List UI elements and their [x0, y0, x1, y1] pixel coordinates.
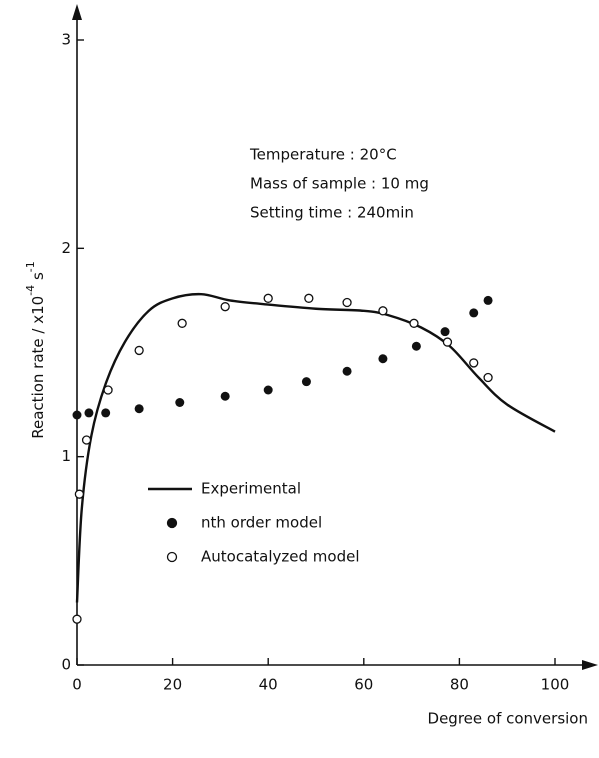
annotation: Setting time : 240min: [250, 204, 414, 222]
annotation: Mass of sample : 10 mg: [250, 175, 429, 193]
y-label-exp: -4: [24, 285, 37, 296]
point: [84, 408, 94, 418]
point: [175, 398, 185, 407]
point: [483, 372, 493, 383]
point: [301, 377, 311, 387]
x-tick-label: 80: [450, 676, 469, 694]
point: [177, 318, 187, 328]
legend-label: Autocatalyzed model: [201, 548, 359, 566]
point: [378, 306, 388, 316]
point: [74, 489, 85, 499]
x-axis-label: Degree of conversion: [428, 710, 588, 728]
point: [220, 302, 230, 312]
point: [409, 318, 419, 328]
point: [411, 341, 421, 351]
experimental-curve: [75, 292, 556, 603]
point: [342, 297, 352, 308]
point: [469, 358, 479, 368]
y-axis-label: Reaction rate / x10-4 s-1: [24, 261, 47, 438]
x-tick-label: 40: [259, 676, 278, 694]
y-tick-label: 0: [61, 656, 71, 674]
y-tick-label: 2: [61, 239, 71, 257]
y-tick-label: 3: [61, 31, 71, 49]
point: [101, 408, 111, 418]
x-tick-label: 0: [72, 676, 82, 694]
x-tick-label: 60: [354, 676, 373, 694]
legend-swatch: [166, 551, 178, 563]
x-tick-label: 100: [541, 676, 570, 694]
point: [263, 385, 273, 395]
y-label-exp: -1: [24, 261, 37, 272]
legend-label: Experimental: [201, 480, 301, 498]
legend-swatch: [166, 517, 178, 529]
point: [440, 327, 450, 337]
point: [263, 293, 273, 303]
point: [81, 435, 92, 445]
point: [134, 345, 144, 356]
point: [304, 293, 314, 303]
y-axis-arrow: [72, 4, 82, 20]
point: [103, 385, 113, 395]
y-label-unit: s: [29, 272, 47, 285]
point: [378, 354, 388, 364]
x-axis-arrow: [582, 660, 598, 670]
legend-label: nth order model: [201, 514, 322, 532]
point: [134, 404, 144, 414]
point: [72, 410, 82, 420]
point: [342, 366, 352, 376]
y-label-text: Reaction rate / x10: [29, 296, 47, 439]
point: [469, 308, 479, 318]
y-tick-label: 1: [61, 447, 71, 465]
point: [442, 337, 453, 347]
annotation: Temperature : 20°C: [249, 146, 397, 164]
point: [483, 295, 493, 305]
x-tick-label: 20: [163, 676, 182, 694]
point: [220, 391, 230, 401]
point: [72, 614, 82, 624]
